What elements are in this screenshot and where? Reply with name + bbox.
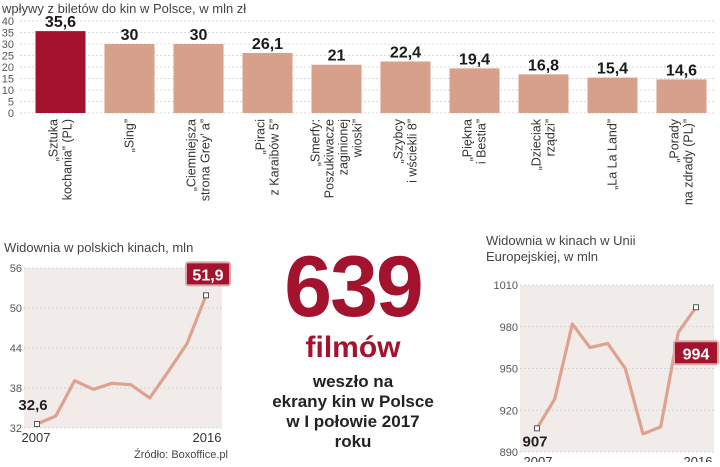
bar — [173, 44, 224, 113]
bar-value-label: 30 — [121, 27, 139, 44]
bar-value-label: 22,4 — [390, 44, 421, 61]
pl-line-ytick-label: 56 — [10, 263, 22, 275]
bar-value-label: 30 — [190, 27, 208, 44]
bar-category-label: „Piękna i Bestia” — [461, 119, 489, 164]
bar-value-label: 21 — [328, 48, 346, 65]
bar-category-label-line: „Sing” — [123, 119, 137, 152]
eu-line-ytick-label: 950 — [500, 364, 518, 376]
films-word: filmów — [305, 331, 401, 364]
pl-line-first-value-label: 32,6 — [18, 397, 47, 414]
bar-ytick-label: 40 — [2, 16, 14, 28]
bar — [518, 74, 569, 113]
pl-line-source: Źródło: Boxoffice.pl — [134, 448, 228, 461]
bar-category-label: „Piraci z Karaibów 5” — [254, 119, 282, 195]
bar-category-label-line: „Porady — [668, 118, 682, 163]
bar-value-label: 26,1 — [252, 36, 283, 53]
eu-line-first-value-label: 907 — [522, 433, 547, 450]
pl-line-point-marker — [34, 421, 40, 427]
bar-value-label: 19,4 — [459, 51, 490, 68]
eu-line-ytick-label: 890 — [500, 447, 518, 459]
bar-category-label: „Dzieciak rządzi” — [530, 118, 558, 170]
headline-stat: 639 filmów weszło na ekrany kin w Polsce… — [268, 244, 438, 452]
bar-category-label-line: kochania” (PL) — [61, 119, 75, 200]
bar — [656, 79, 707, 113]
bar-value-label: 15,4 — [597, 61, 628, 78]
bar — [242, 52, 293, 113]
eu-line-series-line — [535, 306, 698, 436]
eu-line-point-marker — [534, 425, 540, 432]
eu-line-title: Europejskiej, w mln — [486, 249, 598, 264]
bar-category-label-line: „Smerfy: — [309, 119, 323, 166]
bar — [587, 77, 638, 113]
desc-line-2: ekrany kin w Polsce — [272, 392, 434, 411]
pl-line-ytick-label: 38 — [10, 383, 22, 395]
bar-category-label-line: i Bestia” — [475, 119, 489, 164]
bar — [449, 68, 500, 113]
bar-category-label-line: „Szybcy — [392, 118, 406, 163]
pl-line-point-marker — [203, 292, 209, 299]
pl-line-last-value-label: 51,9 — [192, 267, 223, 284]
eu-line-ytick-label: 980 — [500, 322, 518, 334]
bar-chart-title: wpływy z biletów do kin w Polsce, w mln … — [1, 1, 246, 16]
bar-ytick-label: 35 — [2, 28, 14, 40]
eu-line-xtick-label: 2016 — [684, 454, 713, 462]
bar-value-label: 16,8 — [528, 57, 559, 74]
bar-ytick-label: 10 — [2, 85, 14, 97]
bar-category-label-line: „Ciemniejsza — [185, 119, 199, 191]
bar-category-label-line: rządzi” — [544, 119, 558, 157]
films-description: weszło na ekrany kin w Polsce w I połowi… — [268, 372, 438, 452]
pl-line-last-value-badge — [185, 261, 231, 287]
bar — [311, 64, 362, 113]
bar-category-label: „Sztuka kochania” (PL) — [47, 119, 75, 200]
bar-category-label-line: „Dzieciak — [530, 118, 544, 170]
bar-ytick-label: 30 — [2, 39, 14, 51]
eu-line-last-value-label: 994 — [683, 346, 710, 363]
bar-category-label: „La La Land” — [606, 119, 620, 190]
eu-line-title: Widownia w kinach w Unii — [486, 233, 636, 248]
bar-category-label: „Szybcy i wściekli 8” — [392, 118, 420, 183]
pl-line-xtick-label: 2007 — [22, 430, 51, 445]
bar-ytick-label: 0 — [8, 108, 14, 120]
bar-category-label-line: i wściekli 8” — [406, 119, 420, 183]
bar-value-label: 14,6 — [666, 62, 697, 79]
bar-category-label-line: „Sztuka — [47, 119, 61, 161]
eu-line-point-marker — [693, 304, 699, 311]
bar-ytick-label: 25 — [2, 51, 14, 63]
eu-line-last-value-badge — [673, 340, 719, 366]
bar-category-label-line: wioski” — [351, 119, 365, 158]
bar — [35, 31, 86, 113]
eu-line-xtick-label: 2007 — [524, 454, 553, 462]
desc-line-1: weszło na — [312, 372, 394, 391]
bar-ytick-label: 15 — [2, 74, 14, 86]
films-count: 639 — [284, 239, 424, 335]
pl-line-xtick-label: 2016 — [193, 430, 222, 445]
bar-category-label-line: „La La Land” — [606, 119, 620, 190]
bar-ytick-label: 5 — [8, 97, 14, 109]
bar-category-label: „Sing” — [123, 119, 137, 152]
bar-value-label: 35,6 — [45, 14, 76, 31]
bar-category-label: „Smerfy: Poszukiwacze zaginionej wioski” — [309, 119, 365, 198]
eu-line-ytick-label: 1010 — [494, 280, 518, 292]
bar-category-label-line: „Piraci — [254, 119, 268, 154]
bar-category-label-line: strona Grey’ a” — [199, 119, 213, 201]
bar-ytick-label: 20 — [2, 62, 14, 74]
bar-category-label: „Ciemniejsza strona Grey’ a” — [185, 119, 213, 201]
pl-line-ytick-label: 50 — [10, 303, 22, 315]
pl-line-ytick-label: 32 — [10, 423, 22, 435]
bar-category-label-line: zaginionej — [337, 119, 351, 175]
bar-category-label-line: na zdrady (PL)” — [682, 119, 696, 205]
bar-category-label-line: Poszukiwacze — [323, 119, 337, 198]
bar-category-label-line: „Piękna — [461, 119, 475, 161]
desc-line-3: w I połowie 2017 roku — [286, 412, 420, 451]
bar-category-label: „Porady na zdrady (PL)” — [668, 118, 696, 205]
pl-line-ytick-label: 44 — [10, 343, 22, 355]
bar-category-label-line: z Karaibów 5” — [268, 119, 282, 195]
bar — [380, 61, 431, 113]
eu-line-ytick-label: 920 — [500, 405, 518, 417]
pl-line-series-line — [36, 294, 208, 426]
pl-line-title: Widownia w polskich kinach, mln — [4, 240, 193, 255]
bar — [104, 44, 155, 113]
